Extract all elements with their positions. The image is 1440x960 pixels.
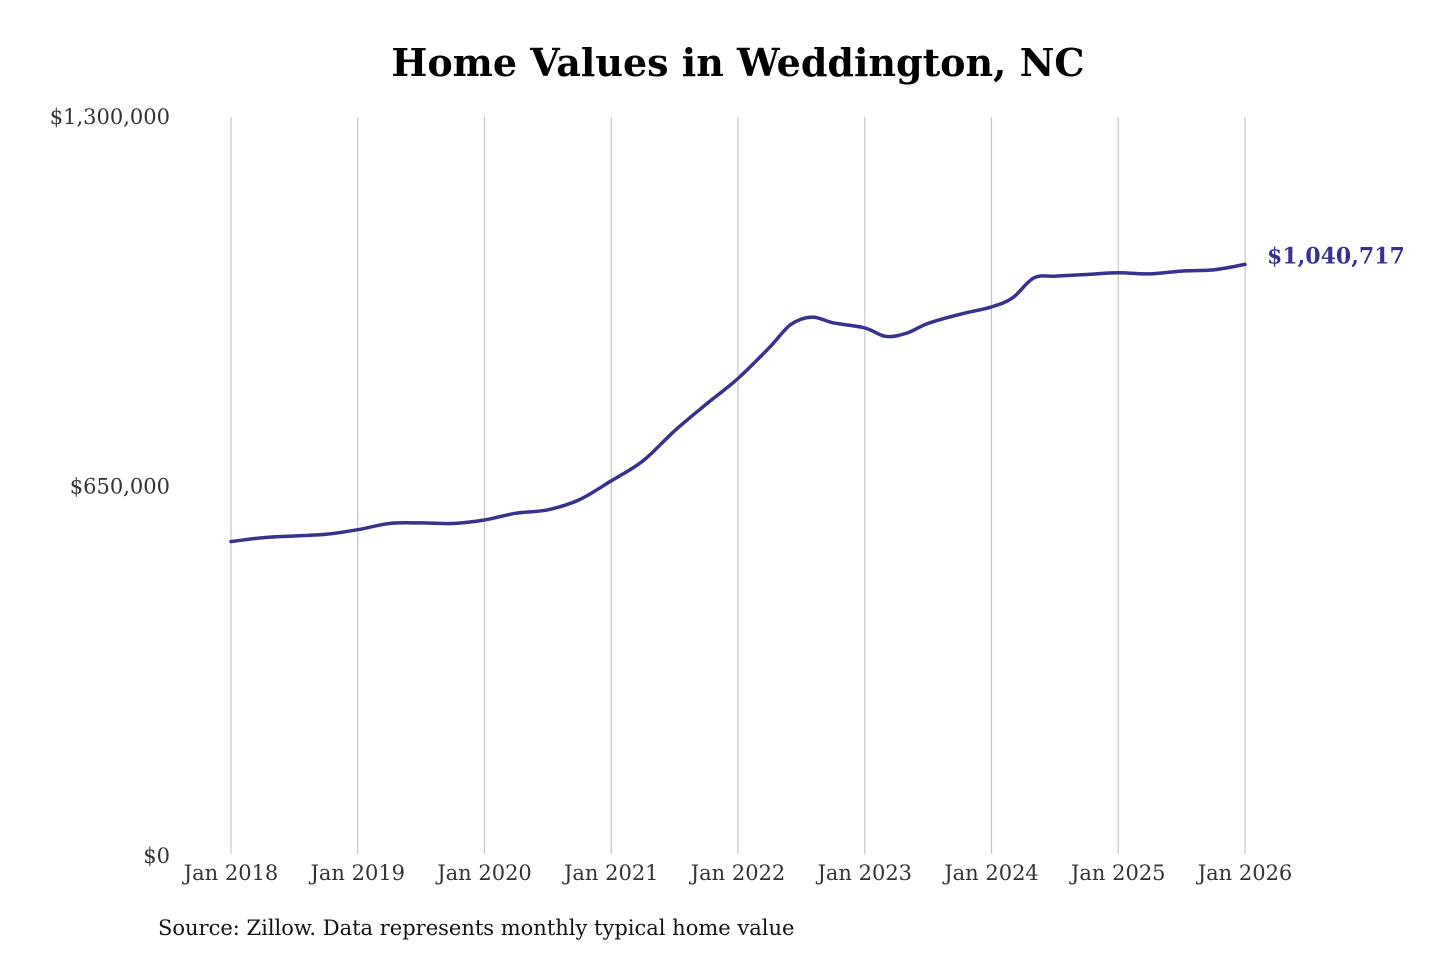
x-tick-label: Jan 2019 [308, 861, 405, 885]
x-tick-label: Jan 2025 [1069, 861, 1166, 885]
x-tick-label: Jan 2026 [1196, 861, 1293, 885]
x-tick-label: Jan 2018 [182, 861, 279, 885]
x-tick-label: Jan 2023 [815, 861, 912, 885]
series-line [229, 262, 1247, 544]
x-tick-label: Jan 2022 [689, 861, 786, 885]
y-tick-label: $0 [143, 844, 170, 868]
end-value-label: $1,040,717 [1267, 243, 1405, 269]
source-note: Source: Zillow. Data represents monthly … [158, 916, 795, 940]
x-tick-label: Jan 2020 [435, 861, 532, 885]
y-tick-label: $650,000 [70, 475, 170, 499]
x-tick-label: Jan 2024 [942, 861, 1039, 885]
chart-title: Home Values in Weddington, NC [391, 40, 1085, 85]
y-tick-label: $1,300,000 [50, 105, 170, 129]
x-tick-label: Jan 2021 [562, 861, 659, 885]
